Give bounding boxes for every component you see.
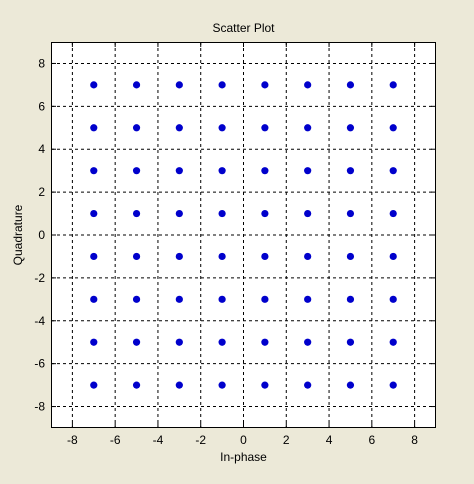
- data-point: [389, 167, 397, 175]
- data-point: [261, 338, 269, 346]
- data-point: [175, 81, 183, 89]
- x-tick-label: 2: [283, 433, 290, 447]
- data-point: [218, 167, 226, 175]
- data-point: [90, 252, 98, 261]
- data-point: [389, 381, 397, 389]
- data-point: [132, 167, 141, 175]
- data-point: [304, 381, 312, 389]
- data-point: [175, 338, 183, 346]
- data-point: [346, 338, 355, 346]
- data-point: [218, 81, 226, 89]
- y-tick-label: -6: [34, 357, 45, 371]
- data-point: [175, 124, 183, 132]
- data-point: [261, 295, 269, 303]
- data-point: [175, 295, 183, 303]
- data-point: [218, 124, 226, 132]
- chart-title: Scatter Plot: [212, 21, 275, 35]
- data-point: [304, 81, 312, 89]
- y-tick-label: -4: [34, 314, 45, 328]
- data-point: [389, 124, 397, 132]
- x-tick-label: 6: [368, 433, 375, 447]
- data-point: [261, 209, 269, 218]
- data-point: [90, 338, 98, 346]
- data-point: [90, 295, 98, 303]
- data-point: [389, 338, 397, 346]
- data-point: [304, 209, 312, 218]
- y-tick-label: 0: [38, 228, 45, 242]
- data-point: [304, 295, 312, 303]
- data-point: [304, 167, 312, 175]
- x-tick-label: -4: [153, 433, 164, 447]
- data-point: [90, 81, 98, 89]
- data-point: [132, 252, 141, 261]
- x-tick-label: 0: [240, 433, 247, 447]
- x-ticks: -8 -6 -4 -2 0 2 4 6 8: [67, 42, 418, 447]
- y-tick-label: -8: [34, 400, 45, 414]
- data-point: [175, 252, 183, 261]
- y-tick-label: 6: [38, 99, 45, 113]
- data-point: [132, 381, 141, 389]
- x-tick-label: -8: [67, 433, 78, 447]
- data-point: [261, 252, 269, 261]
- data-point: [389, 295, 397, 303]
- data-point: [132, 124, 141, 132]
- data-point: [261, 81, 269, 89]
- data-point: [90, 381, 98, 389]
- data-point: [346, 209, 355, 218]
- y-ticks: -8 -6 -4 -2 0 2 4 6 8: [34, 56, 436, 414]
- data-point: [346, 81, 355, 89]
- data-point: [261, 167, 269, 175]
- data-point: [132, 295, 141, 303]
- data-point: [389, 81, 397, 89]
- data-point: [132, 209, 141, 218]
- grid-lines: [51, 42, 436, 428]
- y-tick-label: 2: [38, 185, 45, 199]
- data-point: [90, 124, 98, 132]
- data-point: [218, 209, 226, 218]
- x-tick-label: 8: [411, 433, 418, 447]
- data-point: [175, 209, 183, 218]
- data-point: [90, 209, 98, 218]
- x-tick-label: -2: [195, 433, 206, 447]
- data-point: [218, 295, 226, 303]
- x-tick-label: 4: [326, 433, 333, 447]
- y-tick-label: 8: [38, 56, 45, 70]
- data-point: [218, 381, 226, 389]
- data-point: [261, 381, 269, 389]
- data-point: [218, 338, 226, 346]
- data-point: [304, 124, 312, 132]
- data-point: [304, 252, 312, 261]
- data-point: [90, 167, 98, 175]
- data-point: [389, 252, 397, 261]
- data-point: [346, 252, 355, 261]
- data-point: [346, 124, 355, 132]
- y-tick-label: -2: [34, 271, 45, 285]
- data-point: [132, 81, 141, 89]
- data-point: [132, 338, 141, 346]
- data-point: [346, 167, 355, 175]
- data-point: [389, 209, 397, 218]
- x-tick-label: -6: [110, 433, 121, 447]
- x-axis-title: In-phase: [220, 450, 267, 464]
- data-point: [261, 124, 269, 132]
- y-tick-label: 4: [38, 142, 45, 156]
- data-point: [218, 252, 226, 261]
- data-point: [175, 381, 183, 389]
- data-point: [346, 381, 355, 389]
- data-point: [304, 338, 312, 346]
- data-point: [175, 167, 183, 175]
- y-axis-title: Quadrature: [11, 204, 25, 265]
- data-points: [90, 81, 397, 389]
- data-point: [346, 295, 355, 303]
